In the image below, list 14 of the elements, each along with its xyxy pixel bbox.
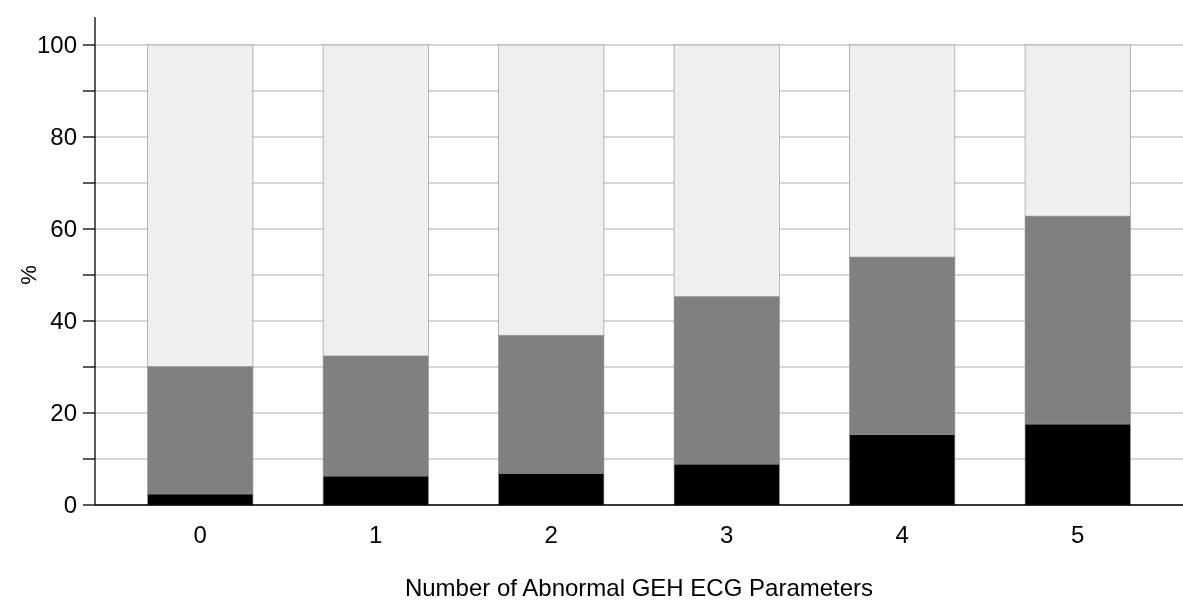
x-tick-label: 1 (369, 521, 383, 548)
y-tick-label: 100 (36, 31, 77, 59)
x-tick-label: 4 (895, 521, 909, 548)
x-tick-label: 5 (1071, 521, 1085, 548)
x-axis-title: Number of Abnormal GEH ECG Parameters (404, 574, 874, 600)
x-tick-label: 2 (544, 521, 558, 548)
y-tick-label: 20 (50, 399, 77, 427)
x-tick-label: 0 (193, 521, 207, 548)
y-tick-label: 80 (50, 123, 77, 151)
y-tick-label: 0 (63, 491, 77, 519)
y-tick-label: 60 (50, 215, 77, 243)
x-tick-label: 3 (720, 521, 734, 548)
y-tick-label: 40 (50, 307, 77, 335)
y-axis-title: % (16, 265, 41, 285)
